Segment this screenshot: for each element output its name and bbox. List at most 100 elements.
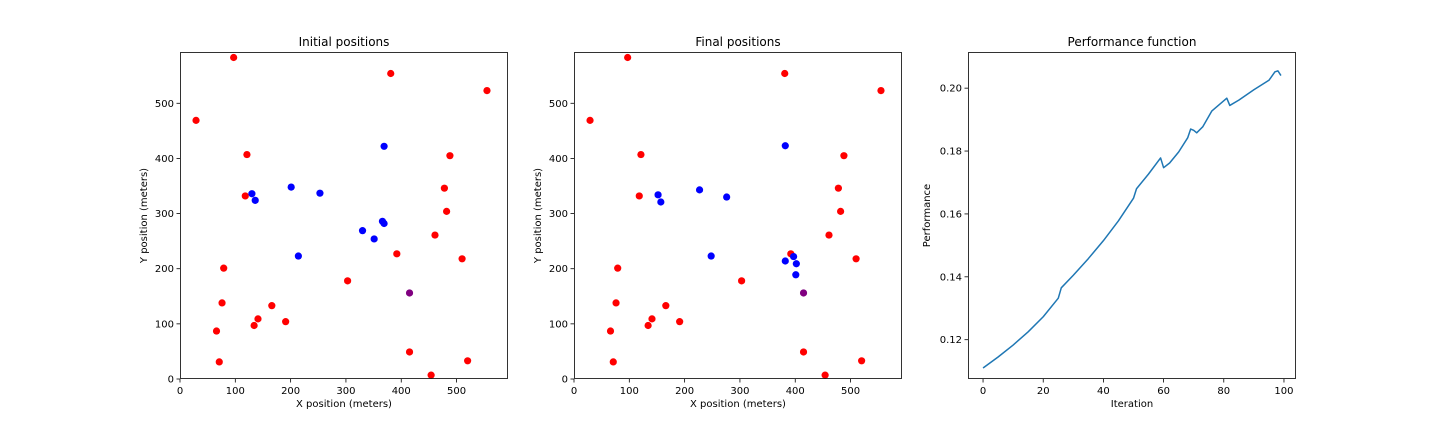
x-tick-label: 80 [1217, 386, 1230, 397]
scatter-point [637, 150, 645, 159]
scatter-point [738, 277, 746, 285]
scatter-point [781, 69, 789, 78]
scatter-point [344, 277, 352, 285]
x-tick-label: 300 [730, 386, 749, 397]
x-tick-label: 300 [336, 386, 355, 397]
x-tick-label: 40 [1097, 386, 1110, 397]
x-axis-label: Iteration [1111, 399, 1153, 410]
scatter-point [427, 371, 435, 379]
y-tick-label: 100 [155, 319, 174, 330]
scatter-point [821, 371, 829, 379]
scatter-point [446, 152, 454, 160]
scatter-point [644, 321, 652, 330]
scatter-point [792, 271, 800, 279]
x-tick-label: 0 [980, 386, 986, 397]
x-tick-label: 100 [1274, 386, 1293, 397]
scatter-point [192, 116, 200, 124]
scatter-point [218, 299, 226, 307]
x-tick-label: 20 [1037, 386, 1050, 397]
scatter-point [858, 357, 866, 365]
scatter-point [230, 53, 238, 62]
scatter-point [250, 321, 258, 330]
scatter-point [282, 318, 290, 326]
scatter-point [840, 152, 848, 160]
chart-1: 0 100 200 300 400 500 0 100 200 300 400 500 Initial … [139, 35, 508, 410]
scatter-point [648, 315, 656, 323]
scatter-point [405, 289, 414, 297]
scatter-point [781, 257, 789, 265]
scatter-point [440, 184, 448, 192]
performance-line [982, 70, 1282, 369]
chart-title: Initial positions [299, 35, 390, 49]
scatter-point [316, 189, 324, 197]
y-tick-label: 400 [155, 154, 174, 165]
scatter-point [215, 358, 223, 366]
y-axis-label: Y position (meters) [533, 168, 544, 264]
scatter-point [220, 264, 228, 272]
scatter-point [248, 190, 256, 198]
scatter-point [212, 327, 221, 335]
scatter-point [676, 318, 684, 326]
y-tick-label: 0 [168, 375, 174, 386]
scatter-point [483, 87, 491, 95]
scatter-point [387, 69, 395, 78]
chart-2: 0 100 200 300 400 500 0 100 200 300 400 500 Final po… [533, 35, 902, 410]
scatter-point [657, 198, 665, 206]
x-tick-label: 500 [841, 386, 860, 397]
scatter-point [405, 348, 414, 356]
y-axis-label: Y position (meters) [139, 168, 150, 264]
y-tick-label: 0.18 [940, 147, 962, 158]
scatter-point [614, 264, 622, 272]
scatter-point [443, 207, 451, 215]
scatter-point [609, 358, 617, 366]
y-tick-label: 0.20 [940, 84, 962, 95]
scatter-point [624, 53, 632, 62]
scatter-point [393, 250, 401, 258]
scatter-point [792, 260, 800, 268]
plot-area [192, 53, 491, 379]
y-tick-label: 0.12 [940, 335, 962, 346]
chart-title: Final positions [695, 35, 780, 49]
scatter-point [612, 299, 620, 307]
scatter-point [799, 289, 808, 297]
scatter-point [695, 186, 704, 194]
scatter-point [654, 191, 662, 199]
scatter-point [662, 302, 670, 310]
x-tick-label: 60 [1157, 386, 1170, 397]
axes-frame [180, 52, 508, 379]
x-tick-label: 400 [786, 386, 805, 397]
plot-area [586, 53, 885, 379]
y-tick-label: 500 [155, 99, 174, 110]
scatter-point [825, 231, 833, 239]
axes-frame [574, 52, 902, 379]
x-axis-label: X position (meters) [690, 399, 786, 410]
scatter-point [243, 150, 251, 159]
chart-title: Performance function [1068, 35, 1197, 49]
scatter-point [586, 116, 594, 124]
scatter-point [834, 184, 842, 192]
chart-3: 0 20 40 60 80 100 0.12 0.14 0.16 0.18 0.20 Performa… [922, 35, 1296, 410]
scatter-point [635, 192, 643, 200]
scatter-point [877, 87, 885, 95]
scatter-point [707, 252, 715, 260]
scatter-point [254, 315, 262, 323]
scatter-point [380, 219, 388, 228]
y-tick-label: 400 [549, 154, 568, 165]
y-tick-label: 300 [549, 209, 568, 220]
scatter-point [380, 142, 388, 150]
x-axis-label: X position (meters) [296, 399, 392, 410]
y-axis-label: Performance [922, 184, 933, 247]
x-tick-label: 400 [392, 386, 411, 397]
y-tick-label: 300 [155, 209, 174, 220]
y-tick-label: 0.14 [940, 272, 962, 283]
x-tick-label: 100 [226, 386, 245, 397]
scatter-point [268, 302, 276, 310]
scatter-point [431, 231, 439, 239]
scatter-point [358, 227, 367, 235]
scatter-point [606, 327, 615, 335]
plot-area [982, 70, 1282, 369]
y-tick-label: 200 [549, 264, 568, 275]
scatter-point [723, 193, 731, 201]
scatter-point [458, 255, 466, 263]
